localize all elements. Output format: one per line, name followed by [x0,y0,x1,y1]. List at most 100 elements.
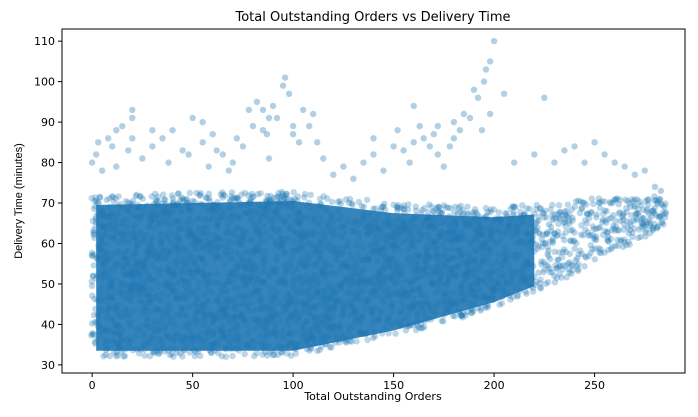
outlier-point [478,127,486,134]
data-point [534,245,541,252]
data-point [568,206,576,213]
data-point [537,276,544,283]
data-point [306,347,313,354]
x-tick-label: 200 [484,379,505,392]
data-point [379,203,386,210]
data-point [623,209,630,216]
data-point [393,204,401,211]
data-point [259,351,266,358]
data-point [348,200,355,207]
data-point [619,216,627,223]
data-point [502,210,509,217]
outlier-point [420,135,427,142]
data-point [649,224,656,231]
data-point [662,210,669,217]
data-point [638,223,645,231]
data-point [227,197,234,204]
data-point [648,213,655,220]
data-point [642,197,649,205]
data-point [337,200,344,208]
data-point [412,203,419,210]
data-point [370,205,377,212]
data-point [540,231,547,238]
outlier-point [641,167,648,174]
data-point [605,246,612,254]
data-point [254,191,261,198]
data-point [598,198,605,205]
data-point [576,209,584,217]
data-point [623,204,630,212]
data-point [624,224,632,231]
data-point [177,196,184,204]
data-point [196,192,203,199]
data-point [554,211,562,218]
data-point [514,293,521,300]
data-point [401,205,408,213]
data-point [581,253,589,260]
data-point [229,352,236,360]
outlier-point [165,159,172,166]
data-point [266,196,273,203]
data-point [250,193,257,200]
data-point [412,207,420,214]
data-point [372,205,379,212]
data-point [459,314,466,321]
data-point [538,243,546,251]
data-point [451,209,458,216]
x-tick-label: 0 [89,379,96,392]
data-point [537,284,544,291]
data-point [660,221,667,228]
data-point [616,196,624,203]
data-point [590,225,598,233]
data-point [316,195,324,203]
outlier-point [571,143,578,150]
data-point [551,230,558,237]
data-point [561,236,568,244]
outlier-point [350,175,357,182]
data-point [589,223,597,230]
data-point [371,333,379,340]
data-point [580,199,588,207]
data-point [229,195,236,202]
data-point [543,261,550,269]
y-tick-label: 110 [34,35,55,48]
data-point [281,192,289,199]
data-point [650,197,658,204]
data-point [569,226,576,234]
data-point [328,198,336,205]
data-point [222,353,230,360]
data-point [656,213,664,221]
data-point [658,200,665,208]
data-point [170,353,177,360]
data-point [90,231,97,238]
data-point [578,205,586,212]
data-point [567,237,574,245]
data-point [484,208,491,216]
data-point [89,272,97,279]
data-point [186,189,193,197]
data-point [540,214,548,221]
data-point [382,206,389,213]
outlier-point [410,102,417,110]
data-point [661,203,668,210]
data-point [540,269,547,276]
data-point [112,195,119,202]
outlier-point [113,163,120,170]
data-point [604,228,611,236]
data-point [635,210,642,218]
data-point [183,197,190,204]
data-point [88,320,96,327]
data-point [566,220,573,227]
data-point [487,208,494,216]
data-point [593,236,600,244]
data-point [547,255,554,263]
data-point [644,201,652,208]
data-point [647,222,654,230]
outlier-point [129,106,136,114]
data-point [556,215,563,222]
data-point [241,189,249,197]
outlier-point [621,163,628,170]
data-point [593,214,600,221]
outlier-point [511,159,518,166]
data-point [581,217,589,224]
